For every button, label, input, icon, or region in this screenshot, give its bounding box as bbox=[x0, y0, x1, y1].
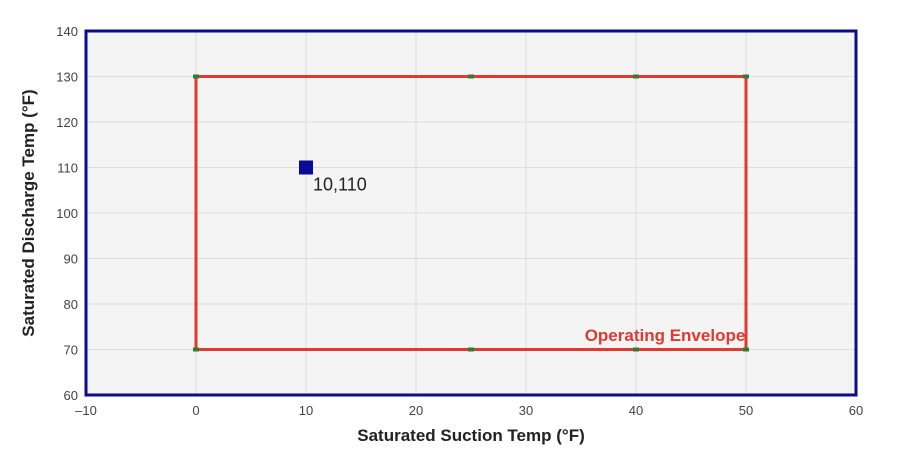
envelope-vertex-marker bbox=[468, 347, 474, 352]
y-axis-title: Saturated Discharge Temp (°F) bbox=[19, 89, 38, 336]
x-tick-label: –10 bbox=[75, 403, 97, 418]
series-layer: 10,110 Operating Envelope bbox=[193, 74, 749, 352]
y-tick-label: 100 bbox=[56, 206, 78, 221]
y-tick-label: 60 bbox=[64, 388, 78, 403]
y-tick-label: 130 bbox=[56, 70, 78, 85]
x-tick-label: 10 bbox=[299, 403, 313, 418]
x-tick-label: 50 bbox=[739, 403, 753, 418]
envelope-vertex-marker bbox=[193, 347, 199, 352]
x-tick-label: 0 bbox=[192, 403, 199, 418]
x-axis-ticks: –10 0 10 20 30 40 50 60 bbox=[75, 403, 863, 418]
y-tick-label: 90 bbox=[64, 252, 78, 267]
envelope-vertex-marker bbox=[633, 347, 639, 352]
data-point-label: 10,110 bbox=[313, 175, 367, 195]
x-axis-title: Saturated Suction Temp (°F) bbox=[357, 426, 585, 445]
plot-border bbox=[84, 29, 858, 397]
data-point bbox=[299, 160, 313, 175]
y-tick-label: 80 bbox=[64, 297, 78, 312]
y-tick-label: 70 bbox=[64, 343, 78, 358]
y-tick-label: 110 bbox=[57, 161, 78, 176]
x-tick-label: 30 bbox=[519, 403, 533, 418]
x-tick-label: 40 bbox=[629, 403, 643, 418]
envelope-vertex-marker bbox=[468, 74, 474, 79]
envelope-vertex-marker bbox=[193, 74, 199, 79]
x-tick-label: 20 bbox=[409, 403, 423, 418]
x-tick-label: 60 bbox=[849, 403, 863, 418]
y-axis-ticks: 60 70 80 90 100 110 120 130 140 bbox=[56, 24, 78, 403]
envelope-vertex-marker bbox=[743, 74, 749, 79]
y-tick-label: 140 bbox=[56, 24, 78, 39]
y-tick-label: 120 bbox=[56, 115, 78, 130]
operating-envelope-label: Operating Envelope bbox=[585, 326, 746, 345]
envelope-vertex-marker bbox=[743, 347, 749, 352]
envelope-vertex-marker bbox=[633, 74, 639, 79]
